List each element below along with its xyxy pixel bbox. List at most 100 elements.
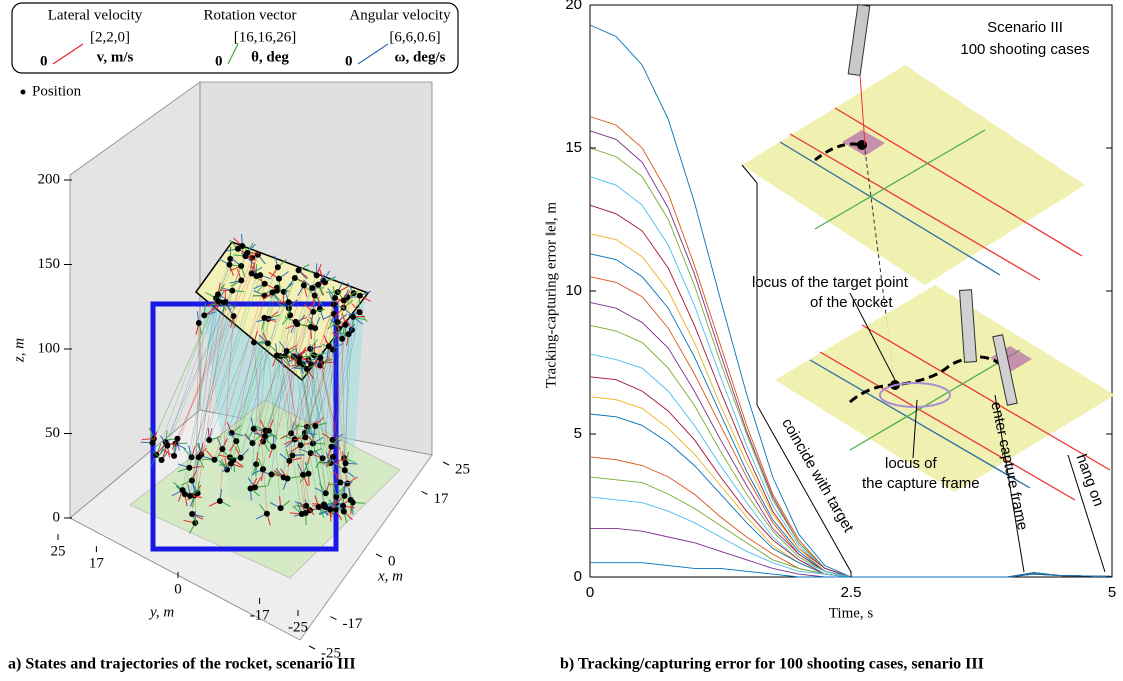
trajectory (201, 275, 261, 455)
position-dot (253, 461, 260, 468)
z-tick-label: 100 (38, 340, 61, 356)
position-dot (234, 245, 241, 252)
trajectory (191, 273, 252, 458)
trajectory (308, 359, 336, 504)
position-dot (340, 502, 347, 509)
trajectory (208, 267, 278, 441)
position-dot (339, 335, 346, 342)
trajectory (219, 315, 234, 502)
legend-arrow (227, 43, 239, 65)
position-dot (201, 312, 208, 319)
position-dot (297, 442, 304, 449)
x-tick-label: 2.5 (841, 584, 862, 601)
annotation: locus of the target point (752, 274, 909, 291)
trajectory (332, 324, 346, 457)
position-dot (332, 295, 339, 302)
trajectory (254, 318, 269, 488)
position-dot (251, 339, 258, 346)
position-dot (260, 438, 267, 445)
position-dot (250, 425, 257, 432)
trajectory (302, 364, 336, 510)
trajectory (189, 280, 242, 468)
position-dot (325, 343, 332, 350)
trajectory (198, 276, 257, 458)
position-dot (174, 435, 181, 442)
trajectory (264, 284, 319, 437)
position-dot (268, 471, 275, 478)
trajectory (230, 292, 273, 464)
position-dot (238, 277, 245, 284)
position-dot (228, 429, 235, 436)
position-dot (341, 492, 348, 499)
position-dot (270, 443, 277, 450)
position-dot (288, 430, 295, 437)
trajectory (253, 275, 317, 429)
legend-origin: 0 (215, 53, 223, 69)
position-dot (229, 287, 236, 294)
position-dot (277, 505, 284, 512)
trajectory (289, 311, 314, 461)
position-dot (164, 442, 171, 449)
x-tick-label: 0 (586, 584, 594, 601)
trajectory (167, 256, 246, 446)
position-dot (340, 508, 347, 515)
position-dot (227, 255, 234, 262)
trajectory (322, 322, 338, 459)
annotation: 100 shooting cases (960, 41, 1089, 58)
position-dot (322, 504, 329, 511)
caption: a) States and trajectories of the rocket… (8, 656, 356, 673)
legend-arrow (52, 43, 84, 65)
trajectory (285, 355, 311, 511)
position-dot (261, 280, 268, 287)
position-dot (294, 321, 301, 328)
position-dot (188, 454, 195, 461)
trajectory (304, 296, 348, 433)
position-dot (206, 436, 213, 443)
trajectory (182, 294, 219, 491)
position-dot (264, 340, 271, 347)
error-curve (590, 562, 1113, 578)
trajectory (184, 298, 217, 495)
position-dot (214, 291, 221, 298)
x-tick-label: 5 (1108, 584, 1116, 601)
position-dot (307, 345, 314, 352)
trajectory (267, 343, 281, 509)
x-tick (375, 553, 383, 558)
position-dot (227, 460, 234, 467)
legend-origin: 0 (345, 53, 353, 69)
y-tick-label: 17 (89, 556, 105, 572)
trajectory (314, 355, 337, 497)
legend-title: Lateral velocity (48, 7, 143, 23)
position-dot (253, 273, 260, 280)
position-dot (298, 510, 305, 517)
position-dot (345, 331, 352, 338)
trajectory (191, 290, 233, 481)
position-dot (247, 485, 254, 492)
position-dot (187, 492, 194, 499)
trajectory (328, 346, 341, 483)
position-dot (226, 261, 233, 268)
y-tick-label: 25 (51, 543, 66, 559)
trajectory (262, 308, 290, 470)
trajectory (214, 283, 265, 460)
y-tick-label: 5 (574, 425, 582, 442)
rocket-states (140, 234, 372, 534)
position-dot (285, 299, 292, 306)
legend-arrow (357, 43, 389, 65)
z-tick-label: 200 (38, 171, 61, 187)
x-tick-label: 0 (388, 553, 396, 569)
position-dot (300, 282, 307, 289)
y-tick-label: 20 (565, 0, 582, 13)
position-dot (333, 493, 340, 500)
trajectory (294, 297, 336, 440)
legend-vector: [2,2,0] (90, 29, 130, 45)
position-dot (313, 272, 320, 279)
position-dot (329, 453, 336, 460)
trajectory (236, 277, 296, 442)
trajectory (226, 295, 265, 470)
trajectory (197, 302, 226, 494)
position-dot (319, 455, 326, 462)
error-curve (589, 413, 1113, 578)
position-dot (296, 359, 303, 366)
inset-diagrams (741, 3, 1115, 573)
